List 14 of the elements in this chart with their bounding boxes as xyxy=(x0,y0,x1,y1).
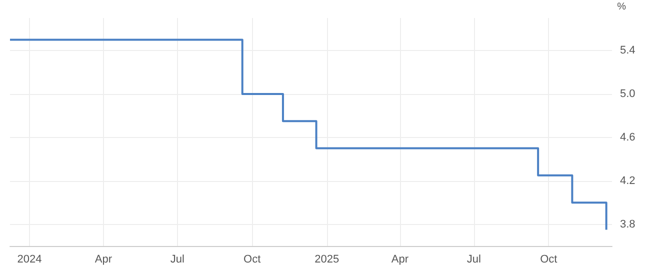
y-tick-label: 5.4 xyxy=(620,44,636,57)
y-tick-label: 4.6 xyxy=(620,131,636,144)
y-tick-label: 4.2 xyxy=(620,174,636,187)
x-tick-label: Jul xyxy=(466,254,481,266)
y-axis-title: % xyxy=(617,2,626,12)
x-tick-label: Jul xyxy=(170,254,184,266)
y-tick-label: 5.0 xyxy=(620,88,636,100)
x-tick-label: Oct xyxy=(244,254,261,266)
x-tick-label: 2024 xyxy=(17,254,42,266)
x-tick-label: Apr xyxy=(391,254,409,266)
x-tick-label: Apr xyxy=(94,254,112,266)
y-tick-label: 3.8 xyxy=(620,218,636,230)
x-tick-label: 2025 xyxy=(314,254,340,266)
x-tick-label: Oct xyxy=(540,254,558,266)
